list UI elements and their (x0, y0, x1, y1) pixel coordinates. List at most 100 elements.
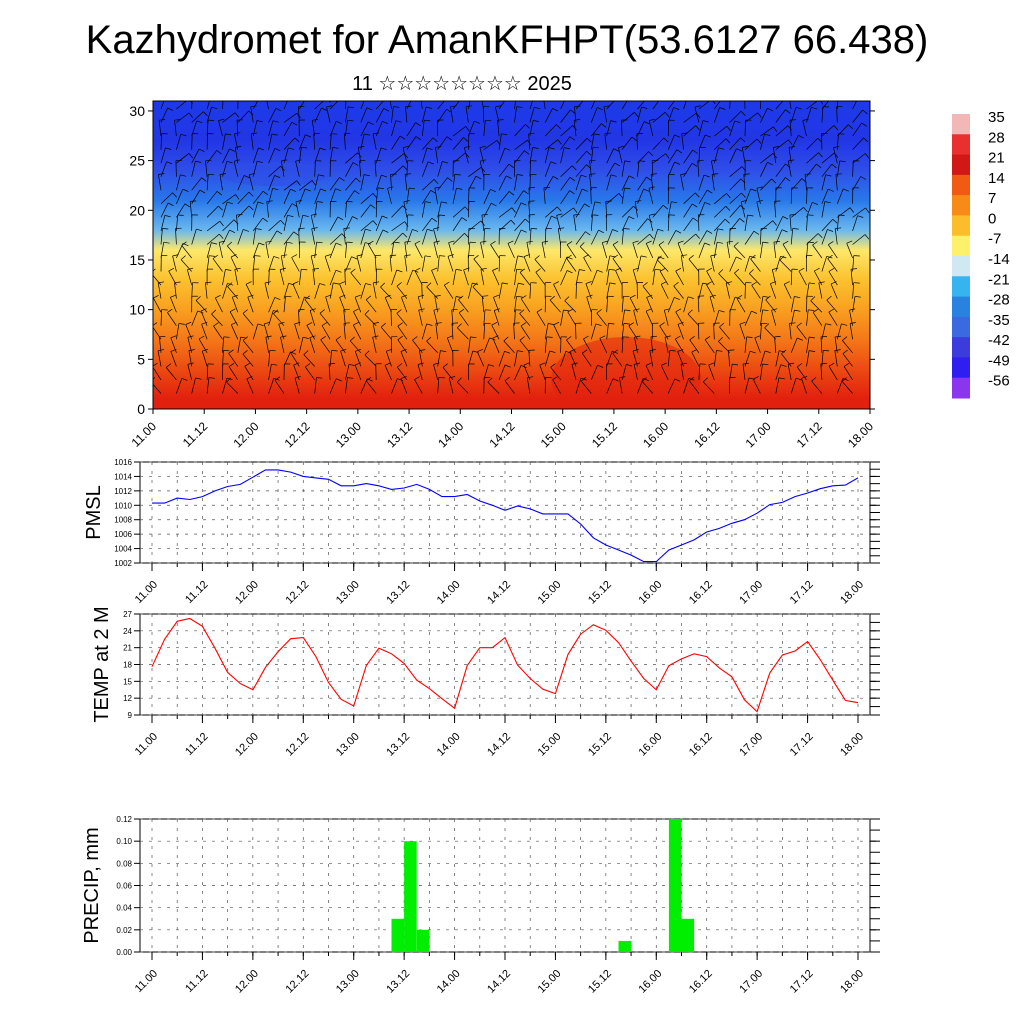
wind-barb (160, 133, 162, 150)
wind-barb-flag (271, 363, 278, 366)
wind-barb (480, 269, 485, 286)
wind-barb (405, 106, 408, 123)
wind-barb (667, 297, 675, 313)
wind-barb (360, 174, 365, 191)
wind-barb-flag (417, 362, 424, 365)
wind-barb-flag (433, 308, 440, 311)
wind-barb (739, 324, 746, 340)
wind-barb-flag (365, 242, 371, 245)
wind-barb-flag (823, 350, 830, 352)
wind-barb (380, 326, 392, 340)
wind-barb (852, 137, 864, 150)
wind-barb-flag (229, 308, 236, 313)
wind-barb (444, 285, 454, 299)
wind-barb-flag (692, 149, 698, 154)
wind-barb-flag (832, 218, 838, 224)
wind-barb (375, 187, 379, 204)
wind-barb (325, 296, 331, 313)
wind-barb (806, 107, 812, 123)
wind-barb-flag (861, 122, 867, 127)
wind-barb-flag (618, 145, 625, 148)
wind-barb (652, 269, 656, 286)
wind-barb-flag (351, 256, 358, 260)
wind-barb (828, 311, 838, 326)
x-tick-label: 11.00 (133, 968, 160, 995)
wind-barb (227, 245, 239, 259)
wind-barb (421, 106, 427, 123)
wind-barb-flag (805, 173, 812, 175)
wind-barb (790, 187, 793, 204)
wind-barb-flag (497, 119, 504, 121)
wind-barb-flag (687, 309, 693, 315)
wind-barb-flag (548, 147, 555, 150)
wind-barb (465, 106, 469, 123)
wind-barb-flag (393, 241, 400, 244)
wind-barb-flag (291, 203, 298, 208)
wind-barb (321, 325, 331, 340)
wind-barb-flag (365, 283, 372, 286)
wind-barb-flag (280, 219, 285, 225)
wind-barb-flag (472, 93, 478, 94)
wind-barb (821, 125, 835, 137)
wind-barb (283, 215, 288, 231)
wind-barb (174, 282, 177, 299)
wind-barb-flag (724, 218, 730, 224)
wind-barb (222, 194, 236, 205)
wind-barb (621, 101, 628, 110)
wind-barb (637, 218, 648, 232)
wind-barb-flag (623, 323, 630, 325)
wind-barb-flag (586, 137, 592, 143)
wind-barb (329, 121, 337, 137)
wind-barb-flag (807, 241, 814, 243)
wind-barb (760, 126, 774, 137)
wind-barb-flag (641, 377, 647, 382)
wind-barb-flag (734, 268, 740, 274)
wind-barb (274, 380, 285, 394)
colorbar-swatch (952, 195, 970, 216)
wind-barb-flag (753, 376, 759, 380)
wind-barb (697, 296, 700, 313)
wind-barb-flag (340, 348, 347, 352)
wind-barb (612, 244, 623, 259)
wind-barb (400, 378, 408, 394)
wind-barb-flag (650, 335, 657, 338)
wind-barb (514, 190, 524, 204)
wind-barb (544, 323, 549, 340)
wind-barb (580, 380, 592, 394)
wind-barb (575, 174, 582, 191)
wind-barb-flag (188, 112, 193, 118)
wind-barb (268, 175, 275, 191)
wind-barb-flag (782, 216, 789, 220)
wind-barb (335, 339, 346, 354)
wind-barb-flag (834, 335, 842, 338)
wind-barb-flag (195, 296, 201, 301)
wind-barb-flag (463, 97, 468, 101)
wind-barb (849, 323, 853, 340)
wind-barb-flag (865, 207, 870, 214)
wind-barb (242, 340, 254, 354)
wind-barb-flag (780, 364, 787, 367)
wind-barb (314, 160, 316, 177)
wind-barb-flag (602, 240, 609, 243)
wind-barb (841, 381, 853, 394)
wind-barb (479, 161, 485, 177)
wind-barb (374, 160, 377, 177)
wind-barb-flag (339, 294, 346, 298)
wind-barb (421, 201, 426, 218)
wind-barb (821, 174, 826, 191)
wind-barb-flag (235, 194, 240, 200)
wind-barb (242, 353, 254, 367)
wind-barb-flag (328, 101, 331, 103)
wind-barb (621, 187, 625, 204)
wind-barb-flag (201, 321, 208, 325)
wind-barb (380, 286, 392, 299)
wind-barb-flag (811, 377, 817, 382)
wind-barb (752, 379, 761, 394)
wind-barb-flag (516, 174, 524, 176)
wind-barb (579, 246, 592, 259)
wind-barb (329, 233, 343, 245)
wind-barb (176, 378, 183, 394)
wind-barb-flag (356, 254, 363, 257)
wind-barb-flag (647, 218, 653, 223)
